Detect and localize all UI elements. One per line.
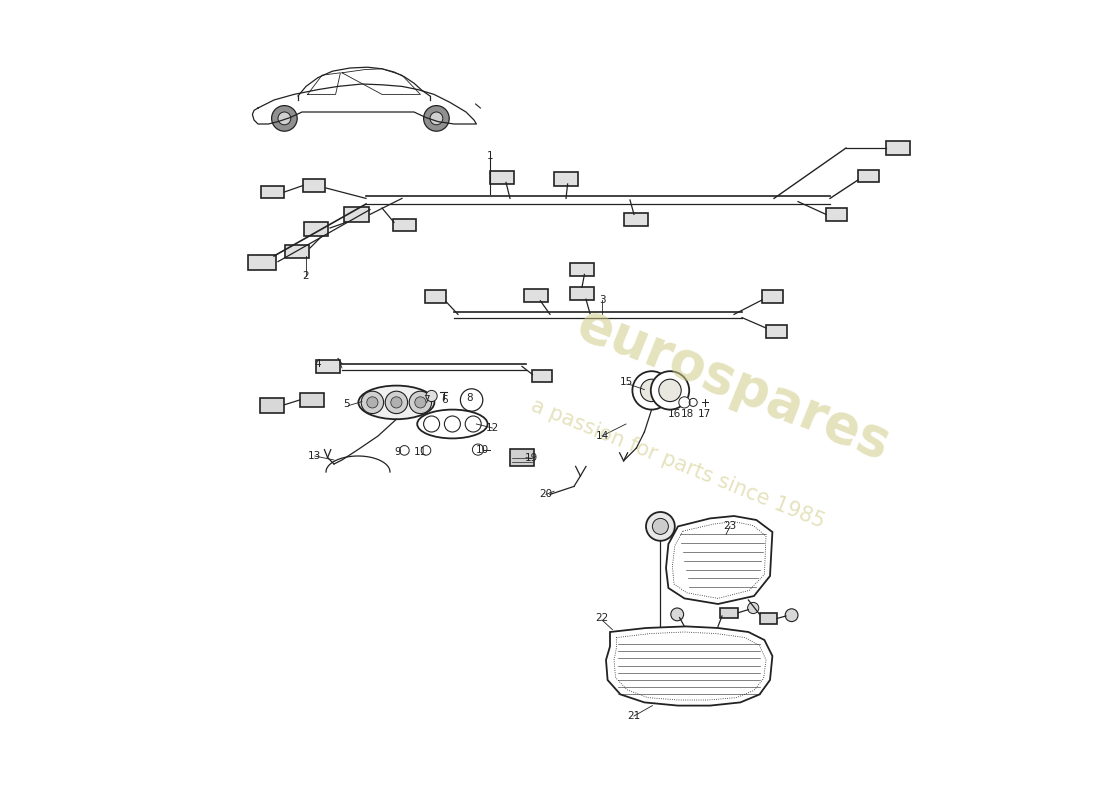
Text: 23: 23 (724, 522, 737, 531)
Circle shape (652, 518, 669, 534)
Circle shape (399, 446, 409, 455)
Bar (393, 218, 416, 230)
Circle shape (278, 112, 290, 125)
Text: 6: 6 (441, 395, 448, 405)
Text: a passion for parts since 1985: a passion for parts since 1985 (528, 396, 828, 532)
Circle shape (748, 602, 759, 614)
Bar (510, 449, 534, 466)
Bar (316, 360, 340, 373)
Bar (766, 325, 786, 338)
Bar (343, 207, 370, 222)
Circle shape (651, 371, 690, 410)
Bar (248, 255, 276, 270)
Text: 14: 14 (595, 431, 608, 441)
Circle shape (461, 389, 483, 411)
Text: 10: 10 (475, 445, 488, 454)
Text: 22: 22 (595, 613, 608, 622)
Polygon shape (606, 626, 772, 706)
Bar (826, 208, 847, 221)
Bar (570, 287, 594, 300)
Text: 16: 16 (668, 409, 681, 418)
Text: 20: 20 (539, 490, 552, 499)
Bar (299, 393, 323, 407)
Text: 18: 18 (681, 409, 694, 418)
Bar (624, 213, 648, 226)
Text: 1: 1 (486, 151, 493, 161)
Circle shape (426, 390, 437, 402)
Circle shape (409, 391, 431, 414)
Bar (760, 614, 778, 624)
Bar (886, 141, 910, 155)
Circle shape (272, 106, 297, 131)
Bar (285, 245, 309, 258)
Text: 7: 7 (422, 395, 429, 405)
Bar (261, 186, 284, 198)
Text: 4: 4 (315, 359, 321, 369)
Ellipse shape (359, 386, 434, 419)
Text: 3: 3 (598, 295, 605, 305)
Circle shape (640, 379, 663, 402)
Text: 5: 5 (343, 399, 350, 409)
Text: 9: 9 (395, 447, 402, 457)
Circle shape (430, 112, 443, 125)
Bar (525, 289, 549, 302)
Circle shape (415, 397, 426, 408)
Circle shape (390, 397, 402, 408)
Text: 11: 11 (414, 447, 427, 457)
Circle shape (679, 397, 690, 408)
Circle shape (424, 106, 449, 131)
Bar (554, 172, 578, 186)
Circle shape (671, 608, 683, 621)
Bar (570, 263, 594, 276)
Circle shape (646, 512, 674, 541)
Text: 2: 2 (302, 271, 309, 281)
Bar (720, 608, 738, 618)
Polygon shape (666, 516, 772, 604)
Circle shape (785, 609, 798, 622)
Bar (532, 370, 552, 382)
Text: 8: 8 (466, 393, 473, 402)
Bar (426, 290, 446, 303)
Text: 15: 15 (619, 377, 632, 386)
Circle shape (385, 391, 408, 414)
Circle shape (366, 397, 378, 408)
Text: eurospares: eurospares (570, 298, 898, 470)
Text: 13: 13 (307, 451, 320, 461)
Bar (302, 179, 326, 192)
Text: 19: 19 (525, 454, 538, 463)
Circle shape (632, 371, 671, 410)
Bar (305, 222, 329, 235)
Bar (858, 170, 879, 182)
Text: 21: 21 (627, 711, 640, 721)
Circle shape (361, 391, 384, 414)
Text: 12: 12 (486, 423, 499, 433)
Circle shape (659, 379, 681, 402)
Bar (261, 398, 285, 413)
Bar (762, 290, 783, 303)
Ellipse shape (417, 410, 487, 438)
Text: 17: 17 (697, 409, 711, 418)
Bar (490, 171, 514, 184)
